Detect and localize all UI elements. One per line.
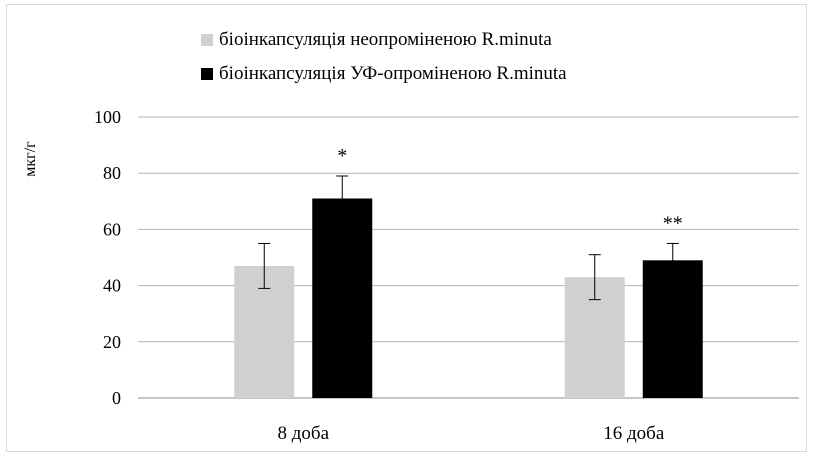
x-tick-label: 16 доба (603, 423, 665, 444)
bar-chart: біоінкапсуляція неопроміненою R.minuta бі… (22, 29, 799, 444)
significance-marker: * (337, 145, 347, 167)
y-tick-label: 40 (103, 276, 121, 296)
legend-item: біоінкапсуляція УФ-опроміненою R.minuta (201, 63, 567, 84)
y-tick-label: 0 (112, 388, 121, 408)
significance-marker: ** (663, 212, 683, 234)
chart-frame: біоінкапсуляція неопроміненою R.minuta бі… (6, 4, 807, 452)
y-tick-label: 60 (103, 219, 121, 239)
legend-item: біоінкапсуляція неопроміненою R.minuta (201, 29, 552, 50)
bar (642, 260, 703, 398)
legend-label: біоінкапсуляція УФ-опроміненою R.minuta (219, 63, 567, 84)
legend-swatch (201, 34, 213, 46)
y-tick-label: 20 (103, 332, 121, 352)
legend-swatch (201, 68, 213, 80)
y-tick-label: 100 (94, 107, 121, 127)
bars: *** (234, 145, 703, 398)
y-axis-ticks: 0 20 40 60 80 100 (94, 107, 121, 408)
x-tick-label: 8 доба (277, 423, 329, 444)
legend-label: біоінкапсуляція неопроміненою R.minuta (219, 29, 552, 50)
y-tick-label: 80 (103, 163, 121, 183)
legend: біоінкапсуляція неопроміненою R.minuta бі… (201, 29, 567, 84)
y-axis-label: мкг/г (22, 141, 39, 177)
x-axis-ticks: 8 доба 16 доба (277, 423, 664, 444)
bar (312, 198, 373, 398)
